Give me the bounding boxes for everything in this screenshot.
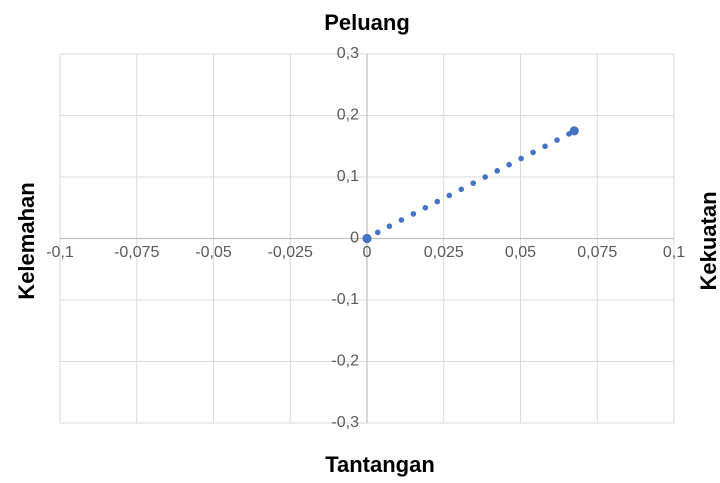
right-axis-title: Kekuatan [696,191,720,290]
y-tick-labels: 0,3 0,2 0,1 0 -0,1 -0,2 -0,3 [331,45,359,431]
data-point [434,198,441,205]
x-tick-label: 0 [363,244,372,261]
x-tick-label: 0,075 [577,244,617,261]
endpoint-marker [362,233,372,244]
x-tick-label: -0,025 [268,244,313,261]
x-tick-label: -0,05 [195,244,232,261]
data-point [374,229,381,236]
data-point [518,155,524,162]
data-point [410,211,417,217]
data-point [386,223,393,229]
data-point [554,137,560,143]
top-axis-title: Peluang [324,10,410,35]
data-point [542,143,548,150]
data-point [470,180,477,186]
y-tick-label: 0,2 [337,107,359,124]
data-point [494,168,500,174]
y-tick-label: -0,3 [331,414,359,431]
data-point [482,174,488,180]
data-point [530,149,536,156]
data-point [458,186,465,193]
y-tick-label: -0,1 [331,291,359,308]
x-tick-label: 0,025 [424,244,464,261]
data-point [506,161,512,168]
data-point [446,192,453,199]
data-point [422,204,429,211]
y-tick-label: 0,1 [337,168,359,185]
left-axis-title: Kelemahan [14,182,39,299]
x-tick-label: -0,075 [114,244,159,261]
bottom-axis-title: Tantangan [325,452,435,477]
y-tick-label: 0 [350,230,359,247]
x-tick-label: 0,1 [663,244,685,261]
data-points [362,126,579,244]
x-tick-label: -0,1 [46,244,74,261]
x-tick-label: 0,05 [505,244,536,261]
y-tick-label: 0,3 [337,45,359,62]
x-tick-labels: -0,1 -0,075 -0,05 -0,025 0 0,025 0,05 0,075 0,1 [46,244,685,261]
y-tick-label: -0,2 [331,353,359,370]
endpoint-marker [569,126,579,136]
data-point [398,217,405,223]
